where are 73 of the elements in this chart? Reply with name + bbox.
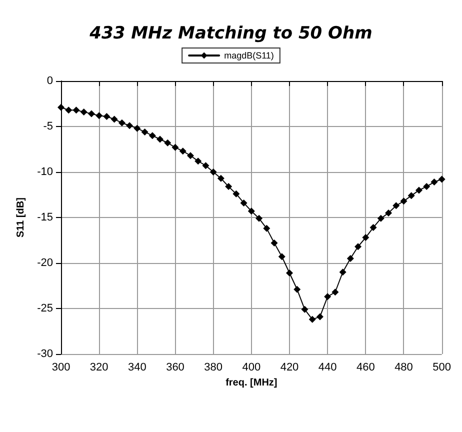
- point: [324, 293, 332, 300]
- x-tick-label: 300: [52, 362, 70, 374]
- x-tick-label: 360: [166, 362, 184, 374]
- point: [156, 136, 164, 143]
- point: [217, 174, 224, 182]
- point: [430, 178, 438, 186]
- point: [294, 286, 301, 293]
- point: [126, 122, 134, 130]
- point: [263, 224, 270, 232]
- point: [339, 268, 346, 276]
- x-tick-label: 500: [432, 362, 452, 374]
- point: [316, 313, 324, 320]
- point: [148, 132, 156, 140]
- point: [172, 144, 179, 151]
- point: [72, 106, 80, 114]
- point: [362, 234, 370, 242]
- point: [179, 148, 186, 155]
- point: [346, 254, 354, 262]
- point: [301, 306, 308, 313]
- x-tick-label: 480: [394, 362, 413, 374]
- y-tick-label: 0: [46, 75, 53, 87]
- point: [400, 198, 408, 205]
- y-tick-label: -30: [37, 348, 53, 360]
- point: [286, 270, 293, 277]
- point: [118, 119, 126, 126]
- point: [256, 214, 263, 222]
- x-axis-title: freq. [MHz]: [226, 378, 278, 388]
- point: [110, 116, 118, 123]
- point: [225, 183, 232, 190]
- point: [308, 316, 316, 323]
- y-tick-label: -5: [43, 120, 53, 132]
- x-tick-label: 420: [280, 362, 299, 374]
- point: [88, 110, 95, 118]
- point: [438, 176, 446, 183]
- point: [164, 139, 172, 146]
- point: [194, 158, 202, 165]
- point: [141, 128, 148, 136]
- y-tick-label: -15: [37, 212, 53, 224]
- point: [385, 209, 392, 216]
- point: [134, 124, 141, 132]
- point: [240, 199, 248, 206]
- point: [278, 253, 286, 260]
- point: [370, 224, 377, 232]
- legend-label: magdB(S11): [224, 50, 274, 60]
- point: [103, 112, 110, 120]
- point: [210, 168, 217, 176]
- point: [96, 112, 103, 120]
- point: [270, 239, 278, 246]
- point: [232, 190, 240, 198]
- point: [415, 186, 422, 194]
- y-axis-title: S11 [dB]: [16, 197, 27, 238]
- point: [392, 202, 400, 210]
- x-tick-label: 340: [128, 362, 146, 374]
- point: [354, 243, 362, 250]
- y-tick-label: -25: [37, 302, 53, 314]
- x-tick-label: 380: [204, 362, 223, 374]
- point: [248, 208, 255, 215]
- x-tick-label: 460: [356, 362, 375, 374]
- point: [408, 192, 415, 200]
- y-tick-label: -20: [37, 257, 53, 269]
- point: [377, 214, 384, 222]
- point: [65, 106, 72, 114]
- point: [332, 288, 339, 296]
- point: [80, 108, 88, 116]
- y-tick-label: -10: [37, 166, 53, 178]
- x-tick-label: 400: [242, 362, 261, 374]
- point: [186, 152, 194, 160]
- chart-title: 433 MHz Matching to 50 Ohm: [88, 24, 372, 44]
- point: [423, 183, 430, 190]
- point: [58, 104, 64, 111]
- x-tick-label: 440: [318, 362, 337, 374]
- point: [202, 162, 210, 170]
- x-tick-label: 320: [90, 362, 108, 374]
